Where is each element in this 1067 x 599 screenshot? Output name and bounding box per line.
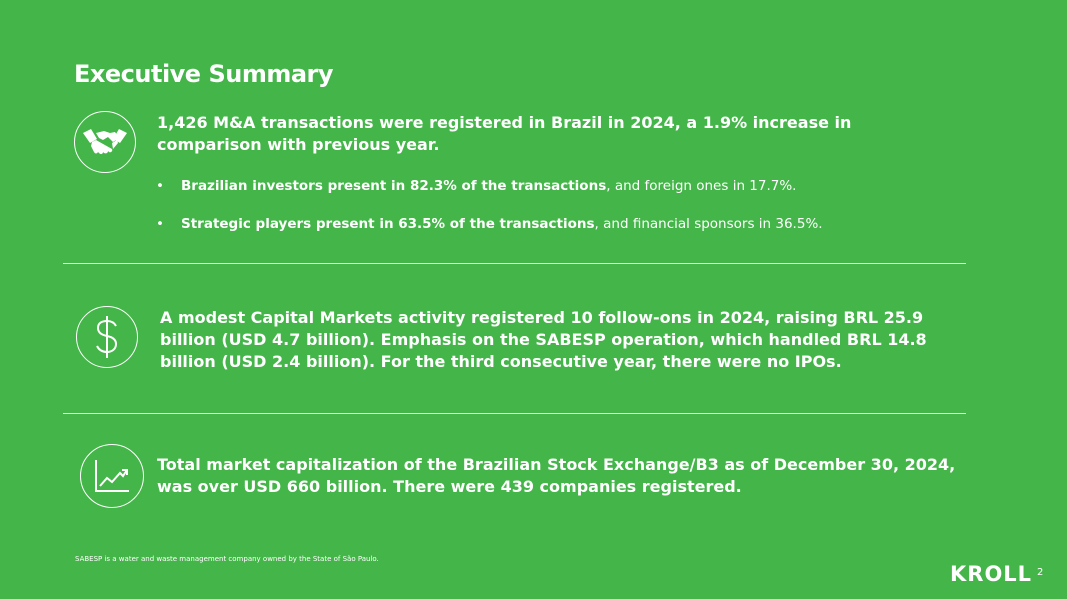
ma-headline: 1,426 M&A transactions were registered i… [157, 113, 852, 154]
market-cap-headline: Total market capitalization of the Brazi… [157, 455, 956, 496]
bullet-text: , and financial sponsors in 36.5%. [594, 216, 823, 232]
footnote: SABESP is a water and waste management c… [75, 555, 379, 563]
bullet-dot: • [156, 216, 164, 232]
page-number: 2 [1037, 567, 1044, 578]
growth-chart-icon [80, 444, 144, 508]
page-title: Executive Summary [74, 60, 334, 88]
section-divider [63, 263, 966, 264]
bullet-bold-text: Strategic players present in 63.5% of th… [181, 216, 595, 232]
bullet-bold-text: Brazilian investors present in 82.3% of … [181, 178, 607, 194]
capital-markets-headline: A modest Capital Markets activity regist… [160, 308, 927, 371]
list-item: • Brazilian investors present in 82.3% o… [156, 176, 823, 214]
kroll-logo: KROLL [950, 562, 1033, 586]
section-divider [63, 413, 966, 414]
handshake-icon [74, 111, 136, 173]
list-item: • Strategic players present in 63.5% of … [156, 214, 823, 252]
dollar-icon [76, 306, 138, 368]
ma-bullet-list: • Brazilian investors present in 82.3% o… [156, 176, 823, 252]
bullet-text: , and foreign ones in 17.7%. [606, 178, 797, 194]
bullet-dot: • [156, 178, 164, 194]
